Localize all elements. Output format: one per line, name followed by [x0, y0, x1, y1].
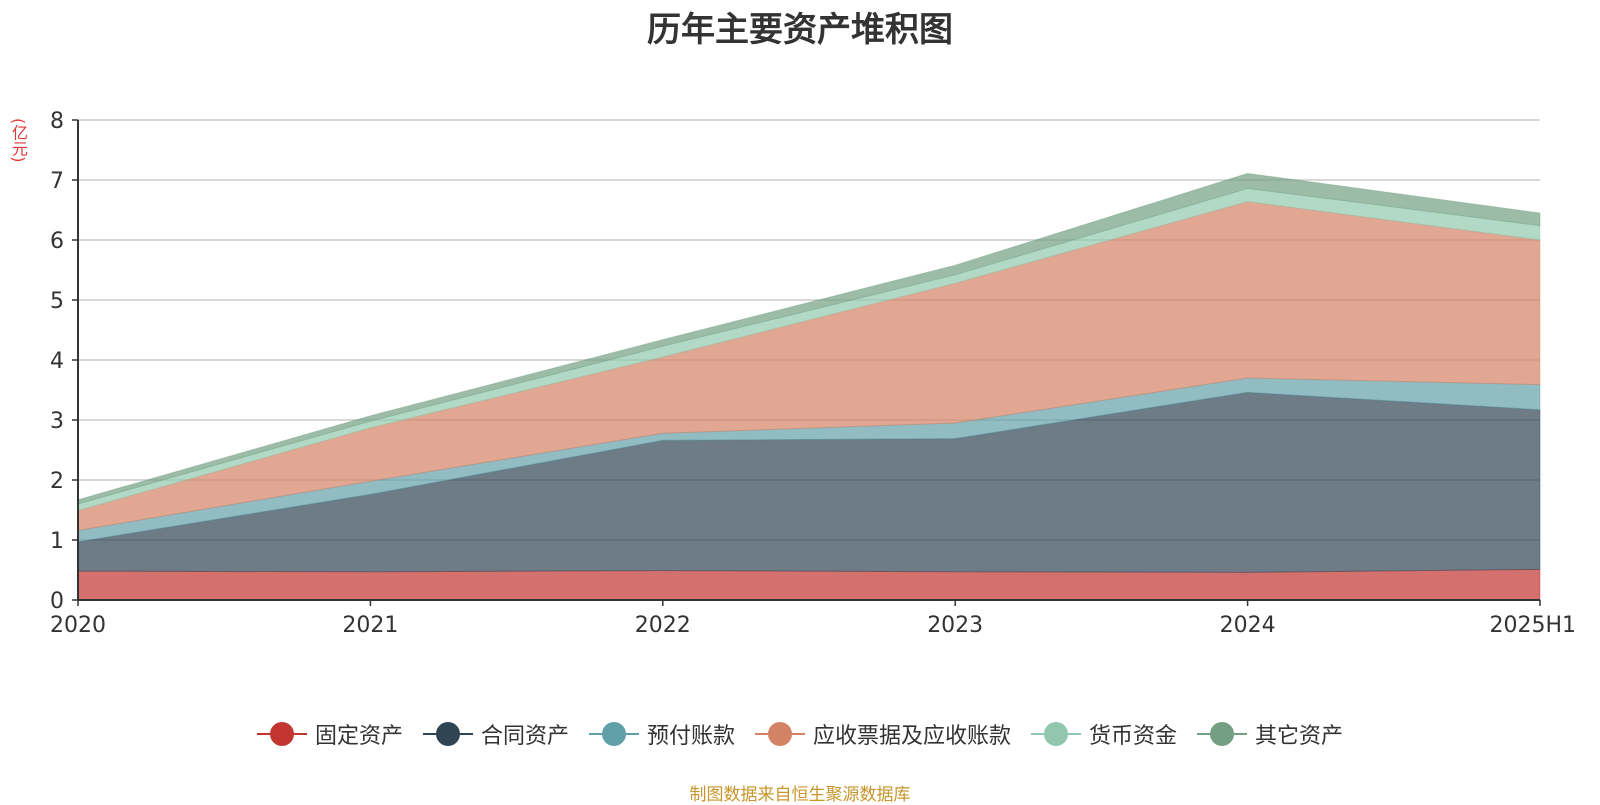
legend-item[interactable]: 固定资产: [256, 718, 403, 750]
legend-label: 其它资产: [1255, 724, 1344, 749]
legend-item[interactable]: 其它资产: [1197, 718, 1343, 750]
chart-title: 历年主要资产堆积图: [647, 10, 953, 50]
legend-marker-icon: [1031, 721, 1082, 747]
legend-item[interactable]: 合同资产: [422, 718, 569, 750]
legend-marker-icon: [1197, 721, 1248, 747]
area-固定资产[interactable]: [77, 568, 1541, 601]
legend-label: 货币资金: [1089, 724, 1178, 749]
y-tick-label: 6: [50, 229, 64, 254]
y-tick-label: 4: [50, 349, 64, 374]
legend-item[interactable]: 应收票据及应收账款: [755, 718, 1011, 750]
legend: 固定资产 合同资产 预付账款 应收票据及应收账款 货币资金 其它资产: [0, 718, 1600, 750]
y-tick-label: 3: [50, 409, 64, 434]
legend-label: 预付账款: [646, 724, 735, 749]
y-tick-label: 5: [50, 289, 64, 314]
area-其它资产[interactable]: [77, 172, 1541, 505]
x-tick-label: 2023: [927, 613, 983, 638]
legend-marker-icon: [755, 721, 805, 747]
data-source-note: 制图数据来自恒生聚源数据库: [689, 785, 911, 805]
legend-label: 应收票据及应收账款: [813, 724, 1012, 749]
x-tick-label: 2020: [50, 613, 106, 638]
axes: 0 1 2 3 4 5 6 7 8 2020 2021 2022 2023 2024 2025H1: [50, 109, 1576, 638]
legend-item[interactable]: 预付账款: [588, 718, 735, 750]
y-tick-label: 1: [50, 529, 64, 554]
y-tick-label: 8: [50, 109, 64, 134]
x-tick-label: 2024: [1220, 613, 1276, 638]
x-tick-label: 2021: [342, 613, 398, 638]
legend-label: 固定资产: [314, 724, 403, 749]
y-axis-unit-label: (亿元): [9, 118, 28, 163]
y-tick-label: 7: [50, 169, 64, 194]
legend-marker-icon: [588, 721, 639, 747]
legend-marker-icon: [422, 721, 473, 747]
y-tick-label: 0: [50, 589, 64, 614]
x-tick-label: 2022: [635, 613, 691, 638]
area-series: [77, 172, 1541, 601]
x-tick-label: 2025H1: [1489, 613, 1576, 638]
stacked-area-chart: 0 1 2 3 4 5 6 7 8 2020 2021 2022 2023 2024 2025H1: [50, 109, 1576, 638]
legend-marker-icon: [256, 721, 307, 747]
legend-item[interactable]: 货币资金: [1031, 718, 1177, 750]
legend-label: 合同资产: [480, 724, 569, 749]
y-tick-label: 2: [50, 469, 64, 494]
